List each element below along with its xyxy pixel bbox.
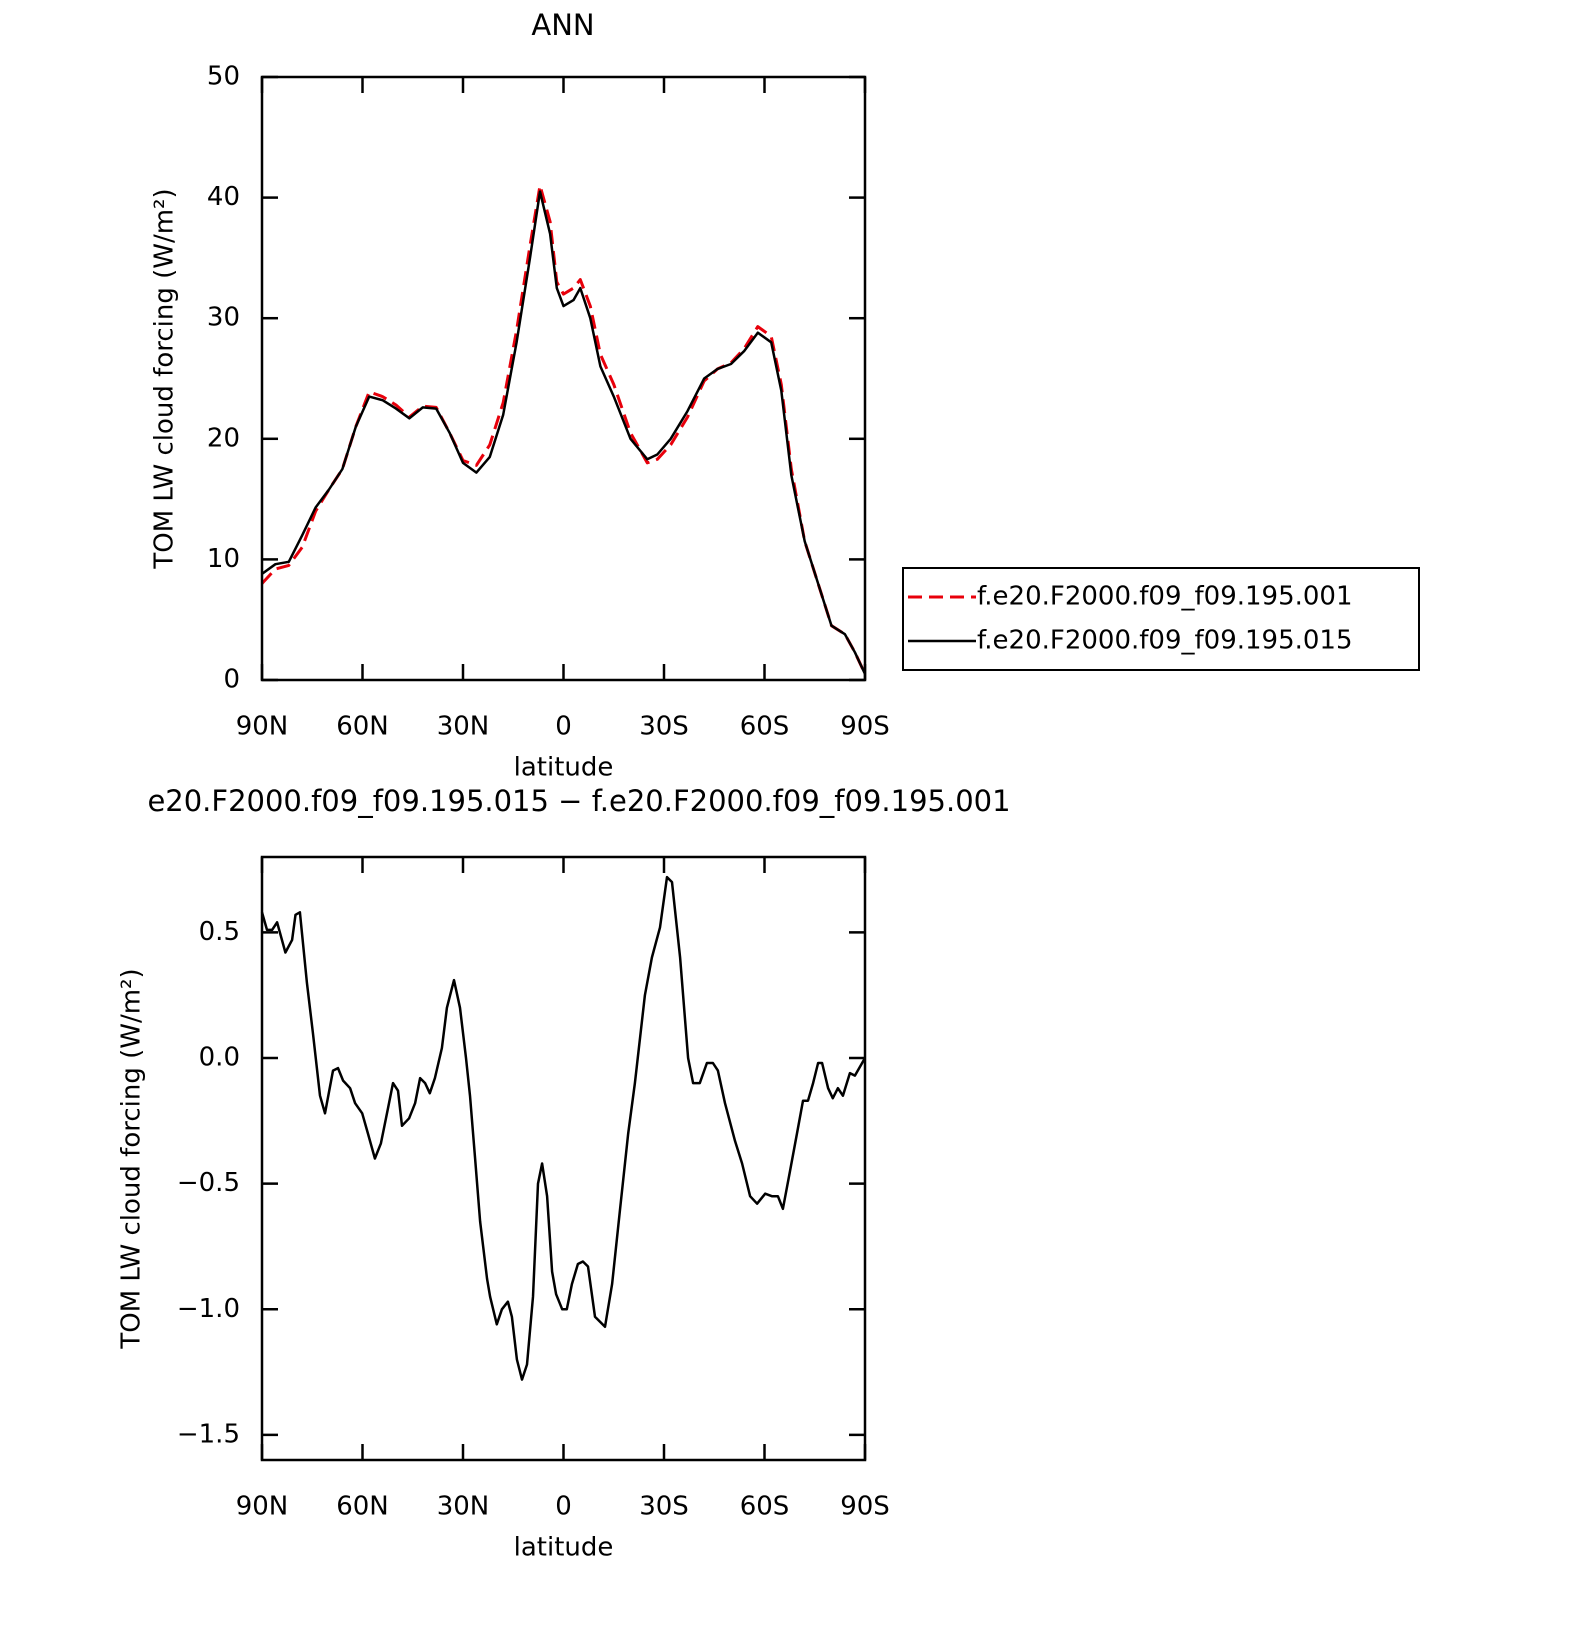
x-tick-label: 0 bbox=[555, 1492, 572, 1522]
y-tick-label: 0.5 bbox=[199, 917, 240, 947]
x-tick-label: 0 bbox=[555, 712, 572, 742]
y-tick-label: 50 bbox=[207, 62, 240, 92]
x-axis-label: latitude bbox=[514, 753, 614, 783]
x-tick-label: 90N bbox=[236, 1492, 289, 1522]
line-series bbox=[260, 184, 867, 675]
y-axis-label: TOM LW cloud forcing (W/m²) bbox=[150, 188, 180, 569]
y-tick-label: 40 bbox=[207, 182, 240, 212]
x-tick-label: 60S bbox=[740, 712, 790, 742]
line-series bbox=[260, 875, 867, 1381]
y-tick-label: −1.5 bbox=[177, 1419, 240, 1449]
legend-box bbox=[902, 567, 1420, 671]
legend-label: f.e20.F2000.f09_f09.195.001 bbox=[977, 582, 1353, 612]
x-tick-label: 30N bbox=[437, 1492, 490, 1522]
x-tick-label: 60S bbox=[740, 1492, 790, 1522]
x-tick-label: 90N bbox=[236, 712, 289, 742]
x-tick-label: 60N bbox=[336, 712, 389, 742]
x-tick-label: 30N bbox=[437, 712, 490, 742]
y-tick-label: 0 bbox=[223, 665, 240, 695]
chart-title: ANN bbox=[531, 8, 594, 42]
line-series bbox=[261, 190, 867, 675]
x-tick-label: 30S bbox=[639, 712, 689, 742]
y-tick-label: −1.0 bbox=[177, 1294, 240, 1324]
plot-frame bbox=[260, 75, 867, 682]
chart-title: e20.F2000.f09_f09.195.015 − f.e20.F2000.… bbox=[147, 784, 1010, 818]
y-tick-label: 30 bbox=[207, 303, 240, 333]
y-tick-label: 10 bbox=[207, 544, 240, 574]
plot-frame bbox=[260, 855, 867, 1462]
legend-label: f.e20.F2000.f09_f09.195.015 bbox=[977, 626, 1353, 656]
x-tick-label: 90S bbox=[840, 712, 890, 742]
x-tick-label: 30S bbox=[639, 1492, 689, 1522]
x-axis-label: latitude bbox=[514, 1533, 614, 1563]
y-tick-label: −0.5 bbox=[177, 1168, 240, 1198]
y-axis-label: TOM LW cloud forcing (W/m²) bbox=[117, 968, 147, 1349]
y-tick-label: 0.0 bbox=[199, 1043, 240, 1073]
x-tick-label: 60N bbox=[336, 1492, 389, 1522]
y-tick-label: 20 bbox=[207, 423, 240, 453]
x-tick-label: 90S bbox=[840, 1492, 890, 1522]
